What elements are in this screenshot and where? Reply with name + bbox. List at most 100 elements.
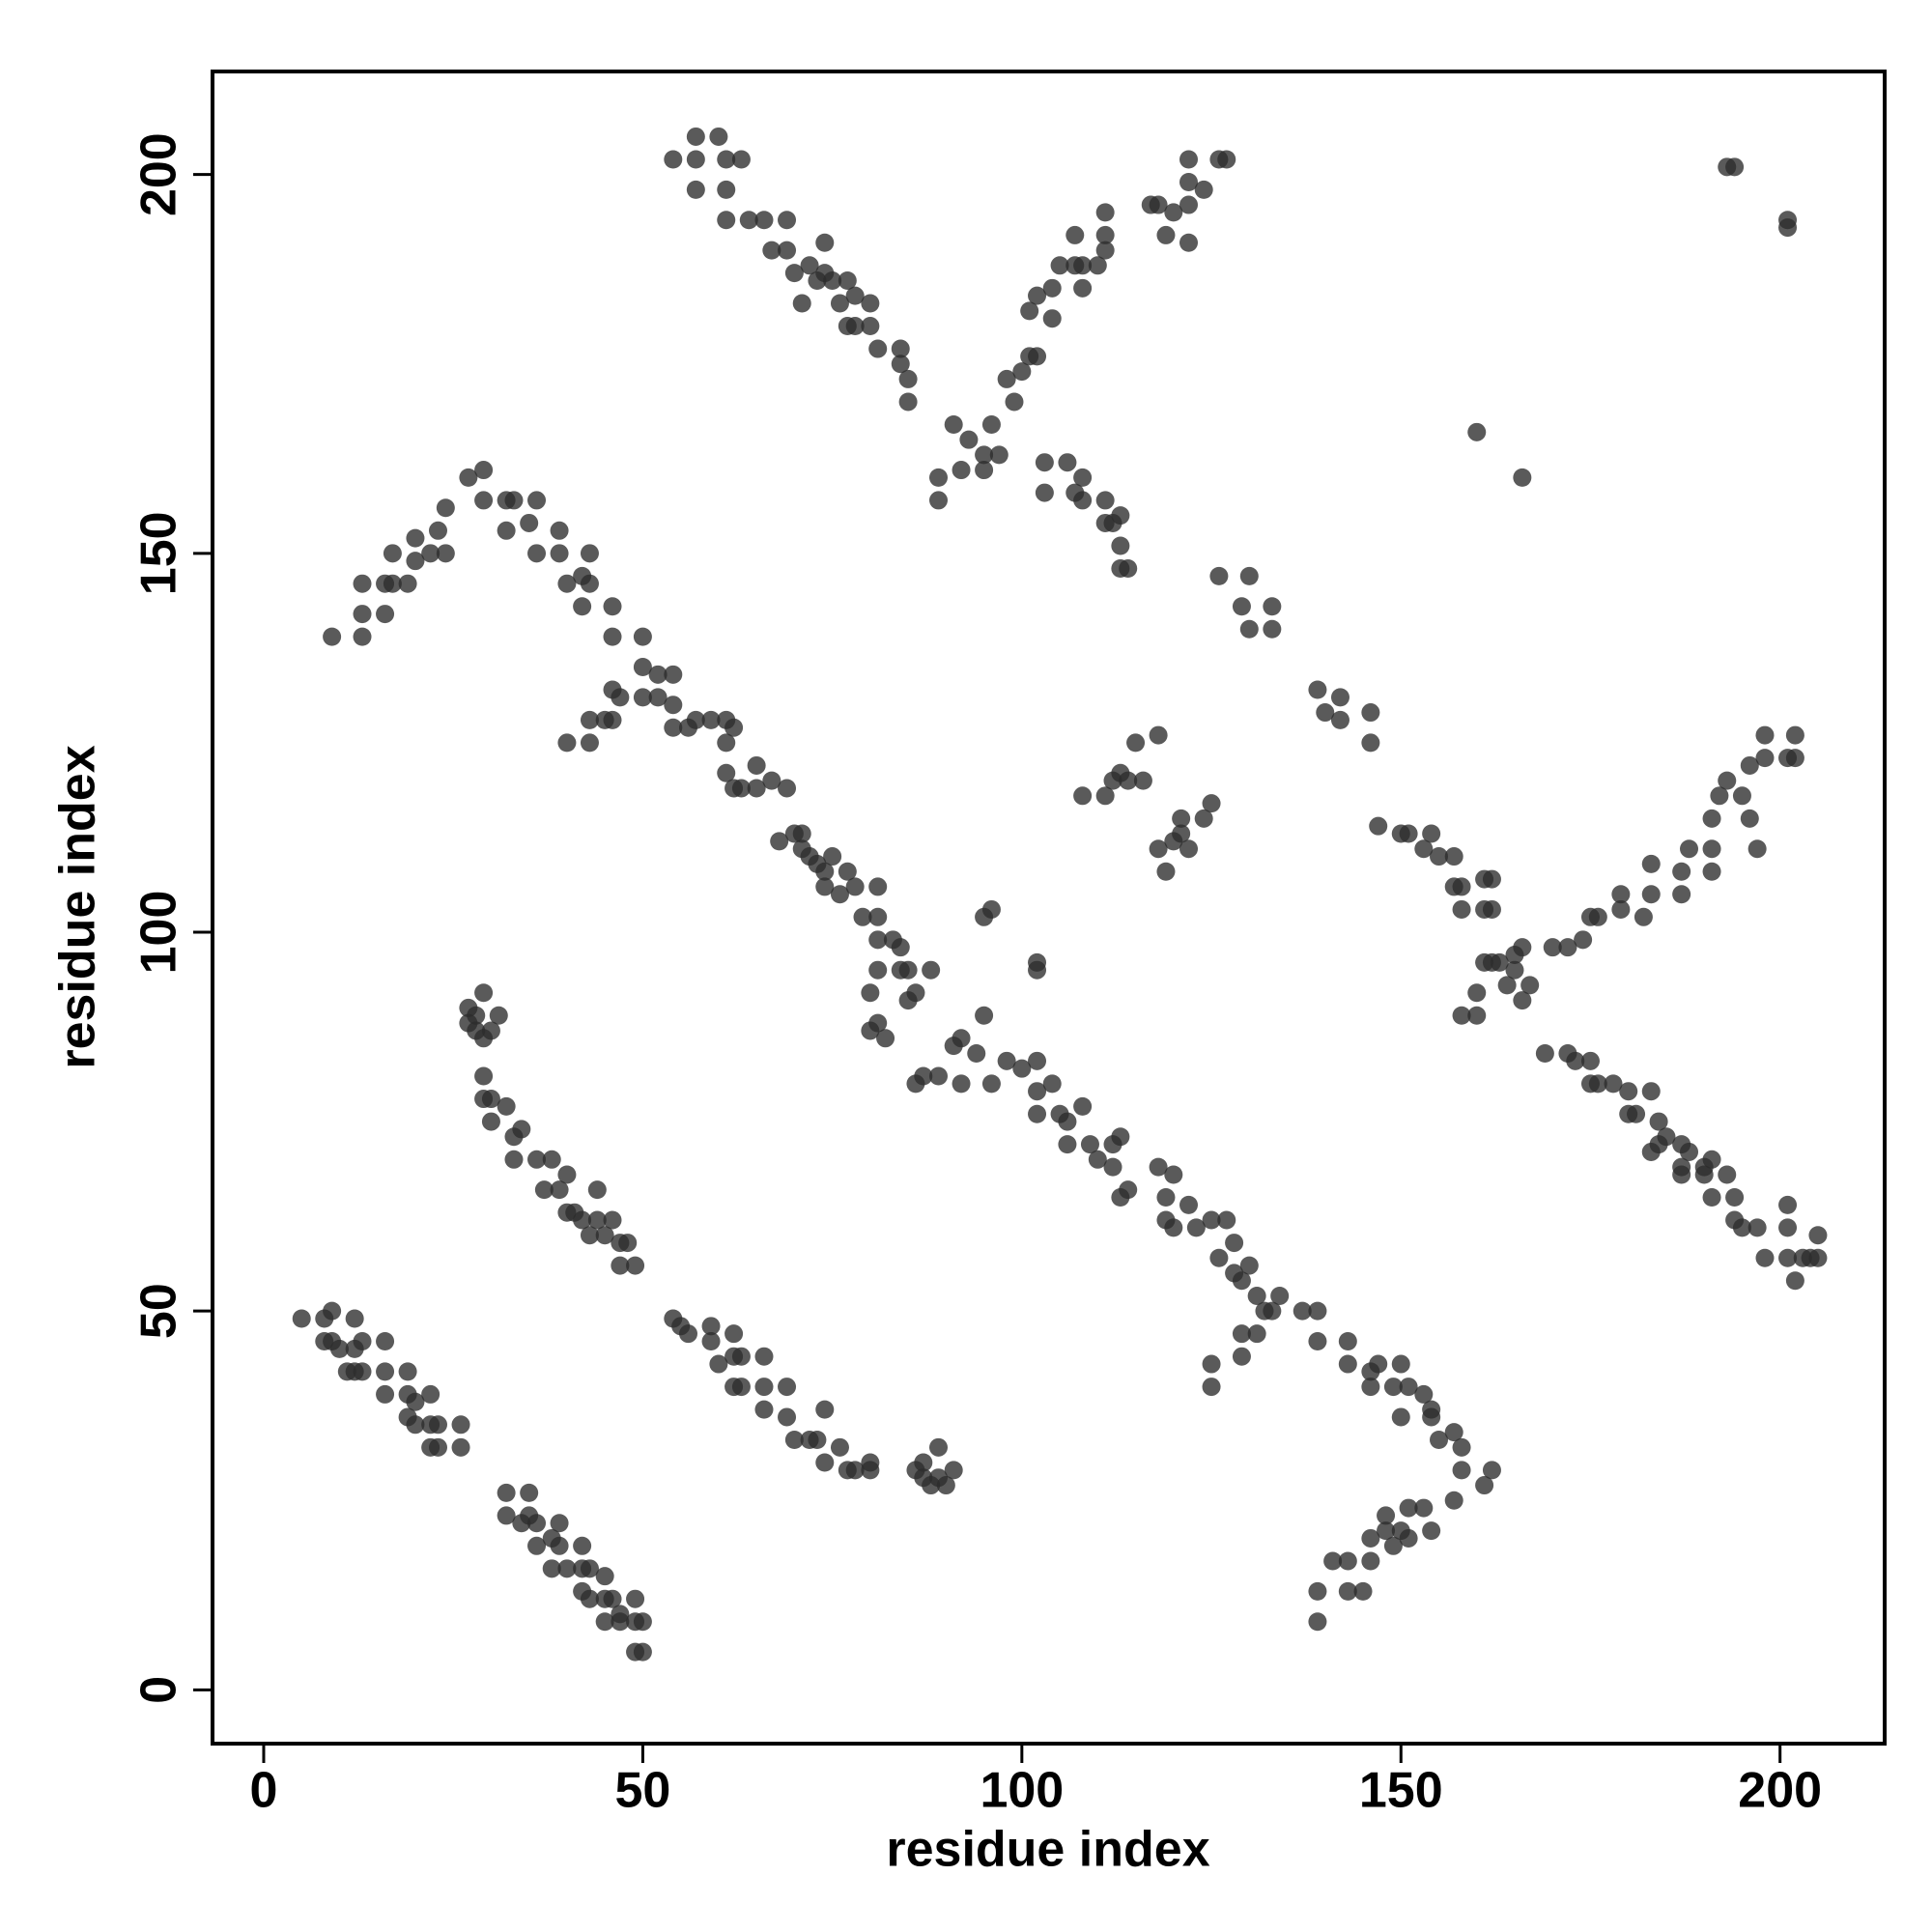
point xyxy=(353,1332,372,1351)
point xyxy=(1497,976,1517,995)
point xyxy=(952,1074,971,1094)
point xyxy=(1209,566,1229,585)
point xyxy=(1369,1354,1388,1374)
point xyxy=(1535,1043,1554,1063)
x-tick-label: 50 xyxy=(614,1763,670,1819)
point xyxy=(914,1453,933,1472)
point xyxy=(1808,1248,1828,1267)
point xyxy=(421,544,440,563)
point xyxy=(542,1150,561,1169)
point xyxy=(701,1332,721,1351)
point xyxy=(1149,839,1168,859)
point xyxy=(981,1074,1001,1094)
point xyxy=(1361,703,1380,723)
point xyxy=(626,1256,645,1275)
point xyxy=(1611,899,1631,919)
point xyxy=(1088,256,1107,275)
point xyxy=(1012,362,1032,382)
point xyxy=(1308,1581,1327,1601)
point xyxy=(633,1612,652,1632)
point xyxy=(1164,1165,1183,1184)
point xyxy=(1778,1195,1798,1214)
point xyxy=(792,294,811,313)
point xyxy=(1702,1188,1721,1208)
point xyxy=(474,461,494,480)
point xyxy=(1778,1248,1798,1267)
point xyxy=(1028,286,1047,305)
point xyxy=(1399,1498,1418,1518)
point xyxy=(1558,938,1577,957)
point xyxy=(1740,809,1759,828)
point xyxy=(580,544,599,563)
point xyxy=(292,1309,311,1328)
point xyxy=(626,1589,645,1608)
point xyxy=(1095,241,1115,260)
point xyxy=(845,877,865,896)
point xyxy=(1422,1407,1441,1427)
point xyxy=(1323,1551,1343,1571)
point xyxy=(686,710,705,729)
point xyxy=(754,1378,774,1397)
point xyxy=(1619,1082,1638,1101)
point xyxy=(1028,347,1047,366)
point xyxy=(1103,1157,1122,1177)
point xyxy=(1073,786,1093,806)
point xyxy=(1035,453,1054,472)
point xyxy=(587,1210,607,1230)
point xyxy=(527,1514,547,1533)
point xyxy=(868,960,888,980)
point xyxy=(376,1362,395,1381)
point xyxy=(808,1430,827,1449)
point xyxy=(1330,688,1350,707)
point xyxy=(557,574,577,593)
point xyxy=(1680,1142,1699,1161)
point xyxy=(329,1339,349,1358)
x-tick-label: 200 xyxy=(1738,1763,1822,1819)
point xyxy=(922,960,941,980)
point xyxy=(1452,877,1471,896)
point xyxy=(1095,203,1115,222)
point xyxy=(1194,809,1213,828)
point xyxy=(497,521,516,540)
point xyxy=(474,491,494,510)
point xyxy=(428,521,447,540)
point xyxy=(1095,786,1115,806)
point xyxy=(815,1400,835,1419)
point xyxy=(481,1112,500,1131)
point xyxy=(1073,1096,1093,1116)
point xyxy=(1785,725,1804,745)
point xyxy=(959,430,979,449)
point xyxy=(1156,225,1176,244)
point xyxy=(664,150,683,169)
point xyxy=(1657,1127,1676,1147)
point xyxy=(1414,839,1434,859)
x-axis-title: residue index xyxy=(886,1822,1209,1878)
point xyxy=(1247,1286,1266,1305)
point xyxy=(1513,468,1532,487)
point xyxy=(633,688,652,707)
point xyxy=(1263,1301,1282,1321)
point xyxy=(1369,816,1388,836)
point xyxy=(1179,150,1199,169)
point xyxy=(845,317,865,336)
point xyxy=(603,627,622,646)
point xyxy=(550,544,569,563)
y-tick-label: 100 xyxy=(131,891,187,975)
point xyxy=(967,1043,986,1063)
point xyxy=(1126,733,1146,753)
point xyxy=(1330,710,1350,729)
point xyxy=(754,211,774,230)
point xyxy=(406,528,425,548)
point xyxy=(497,1096,516,1116)
point xyxy=(1444,847,1463,867)
point xyxy=(1164,203,1183,222)
point xyxy=(1490,952,1509,972)
point xyxy=(1588,907,1607,926)
point xyxy=(1095,491,1115,510)
point xyxy=(686,180,705,199)
point xyxy=(406,1415,425,1435)
point xyxy=(1399,1378,1418,1397)
point xyxy=(1627,1104,1646,1123)
point xyxy=(376,1332,395,1351)
point xyxy=(1520,976,1540,995)
